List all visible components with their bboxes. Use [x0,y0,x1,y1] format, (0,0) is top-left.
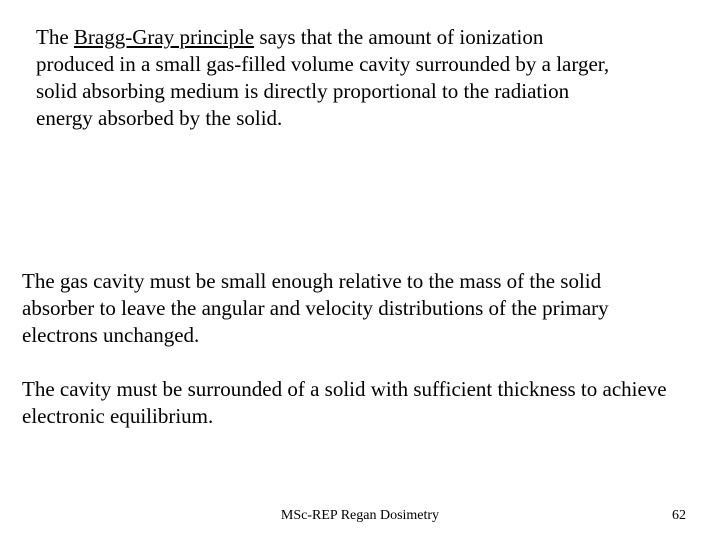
page-number: 62 [672,508,686,524]
para1-prefix: The [36,25,74,49]
paragraph-2: The gas cavity must be small enough rela… [22,268,642,349]
paragraph-1: The Bragg-Gray principle says that the a… [36,24,626,132]
bragg-gray-term: Bragg-Gray principle [74,25,254,49]
footer-center: MSc-REP Regan Dosimetry [0,508,720,524]
paragraph-3: The cavity must be surrounded of a solid… [22,376,702,430]
slide: The Bragg-Gray principle says that the a… [0,0,720,540]
